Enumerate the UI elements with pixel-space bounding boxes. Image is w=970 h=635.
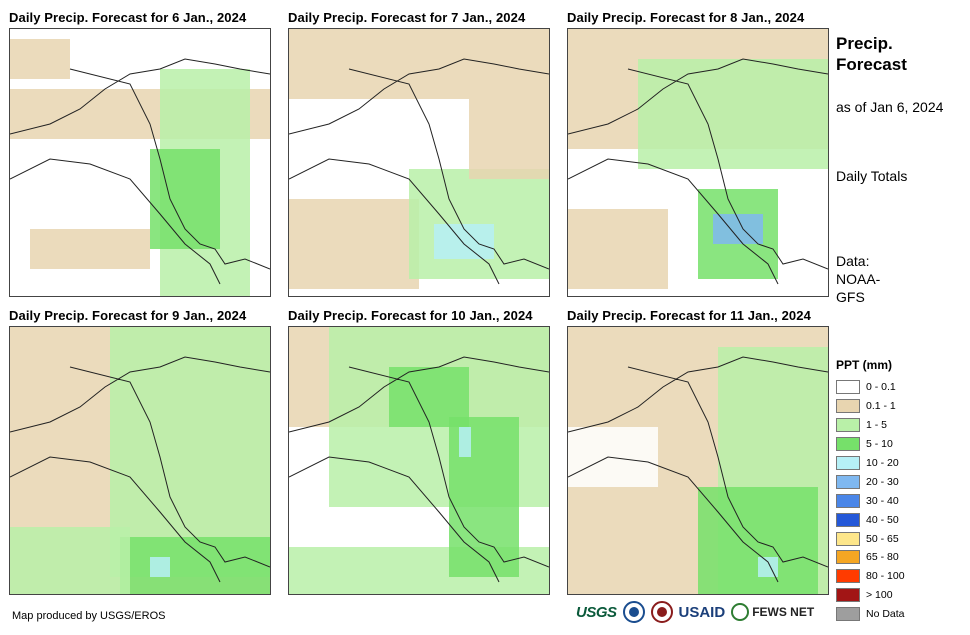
fews-globe-icon — [731, 603, 750, 621]
footer-credit: Map produced by USGS/EROS — [12, 610, 166, 622]
legend-swatch — [836, 607, 860, 622]
legend-rows: 0 - 0.1 0.1 - 1 1 - 5 5 - 10 10 - 20 20 - 30 3… — [836, 378, 905, 624]
legend-swatch — [836, 474, 860, 489]
legend-swatch — [836, 380, 860, 395]
legend-label: 10 - 20 — [866, 457, 899, 469]
precip-area — [30, 229, 150, 269]
legend-label: 80 - 100 — [866, 570, 905, 583]
precip-area — [150, 557, 170, 577]
country-borders — [289, 58, 549, 285]
legend-swatch — [836, 418, 860, 433]
legend-swatch — [836, 493, 860, 508]
panel-title: Daily Precip. Forecast for 6 Jan., 2024 — [9, 10, 247, 25]
precip-area — [568, 209, 668, 289]
precip-map — [9, 326, 271, 595]
precip-map-svg — [568, 29, 828, 289]
legend-item: 0.1 - 1 — [836, 397, 905, 416]
legend-swatch — [836, 456, 860, 470]
legend-item: 0 - 0.1 — [836, 378, 905, 397]
precip-map — [567, 28, 829, 297]
legend-swatch — [836, 569, 860, 584]
usaid-seal-icon — [650, 601, 673, 623]
legend-label: 40 - 50 — [866, 513, 899, 526]
as-of-date: as of Jan 6, 2024 — [836, 99, 944, 115]
precip-map — [288, 28, 550, 297]
logo-strip: USGS USAID FEWS NET — [576, 601, 814, 623]
legend-item: 5 - 10 — [836, 435, 905, 454]
legend-swatch — [836, 588, 860, 603]
precip-map-svg — [289, 327, 549, 594]
legend-swatch — [836, 550, 860, 565]
panel-title: Daily Precip. Forecast for 8 Jan., 2024 — [567, 10, 805, 25]
legend-swatch — [836, 437, 860, 452]
precip-map — [288, 326, 550, 595]
legend-label: No Data — [866, 608, 905, 621]
precip-area — [459, 427, 471, 457]
precip-area — [638, 59, 828, 169]
legend-item: 80 - 100 — [836, 567, 905, 586]
precip-area — [10, 39, 70, 79]
data-source: Data: NOAA- GFS — [836, 253, 881, 305]
precip-area — [469, 99, 549, 179]
precip-area — [10, 527, 130, 594]
side-title: Precip. Forecast — [836, 34, 907, 74]
legend-item: > 100 — [836, 586, 905, 605]
legend-item: 40 - 50 — [836, 510, 905, 529]
legend-item: 50 - 65 — [836, 529, 905, 548]
noaa-logo-icon — [622, 601, 645, 623]
legend-label: 5 - 10 — [866, 438, 893, 451]
precip-area — [150, 149, 220, 249]
precip-map — [567, 326, 829, 595]
precip-area — [110, 327, 270, 577]
panel-title: Daily Precip. Forecast for 9 Jan., 2024 — [9, 308, 247, 323]
fews-text: FEWS NET — [752, 605, 815, 619]
legend-label: 20 - 30 — [866, 475, 899, 488]
legend-swatch — [836, 531, 860, 546]
legend-item: 10 - 20 — [836, 454, 905, 473]
usaid-logo: USAID — [679, 604, 726, 621]
country-borders — [568, 356, 828, 583]
legend-item: 20 - 30 — [836, 472, 905, 491]
legend-item: 30 - 40 — [836, 491, 905, 510]
legend-item: 65 - 80 — [836, 548, 905, 567]
precip-map-svg — [10, 39, 270, 296]
legend-item: No Data — [836, 605, 905, 624]
legend-label: 50 - 65 — [866, 532, 899, 545]
precip-map-svg — [10, 327, 270, 594]
precip-map-svg — [568, 327, 828, 594]
country-borders — [289, 356, 549, 583]
precip-map — [9, 28, 271, 297]
precip-area — [289, 29, 549, 99]
legend-label: > 100 — [866, 589, 893, 602]
country-borders — [568, 58, 828, 285]
legend-label: 0 - 0.1 — [866, 381, 896, 394]
precip-area — [289, 199, 419, 289]
legend-title: PPT (mm) — [836, 358, 893, 372]
totals-label: Daily Totals — [836, 168, 908, 184]
country-borders — [10, 356, 270, 583]
panel-title: Daily Precip. Forecast for 10 Jan., 2024 — [288, 308, 533, 323]
legend-label: 30 - 40 — [866, 494, 899, 507]
legend-swatch — [836, 512, 860, 527]
legend-label: 1 - 5 — [866, 419, 888, 432]
panel-title: Daily Precip. Forecast for 11 Jan., 2024 — [567, 308, 811, 323]
country-borders — [10, 58, 270, 285]
precip-area — [568, 427, 658, 487]
precip-map-svg — [289, 29, 549, 289]
legend-label: 0.1 - 1 — [866, 400, 896, 413]
precip-area — [758, 557, 778, 577]
precip-area — [698, 487, 818, 594]
precip-area — [434, 224, 494, 259]
usgs-logo: USGS — [576, 603, 617, 621]
legend-swatch — [836, 399, 860, 414]
panel-title: Daily Precip. Forecast for 7 Jan., 2024 — [288, 10, 526, 25]
legend: PPT (mm) 0 - 0.1 0.1 - 1 1 - 5 5 - 10 10 - 2… — [836, 358, 905, 624]
fews-net-logo: FEWS NET — [731, 603, 814, 621]
precip-area — [120, 537, 270, 594]
legend-item: 1 - 5 — [836, 416, 905, 435]
usaid-text: USAID — [678, 603, 726, 621]
legend-label: 65 - 80 — [866, 551, 899, 564]
